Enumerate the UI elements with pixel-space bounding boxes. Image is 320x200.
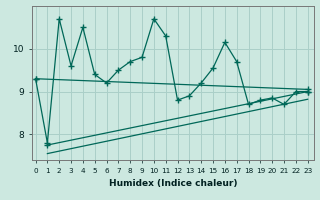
X-axis label: Humidex (Indice chaleur): Humidex (Indice chaleur) — [108, 179, 237, 188]
